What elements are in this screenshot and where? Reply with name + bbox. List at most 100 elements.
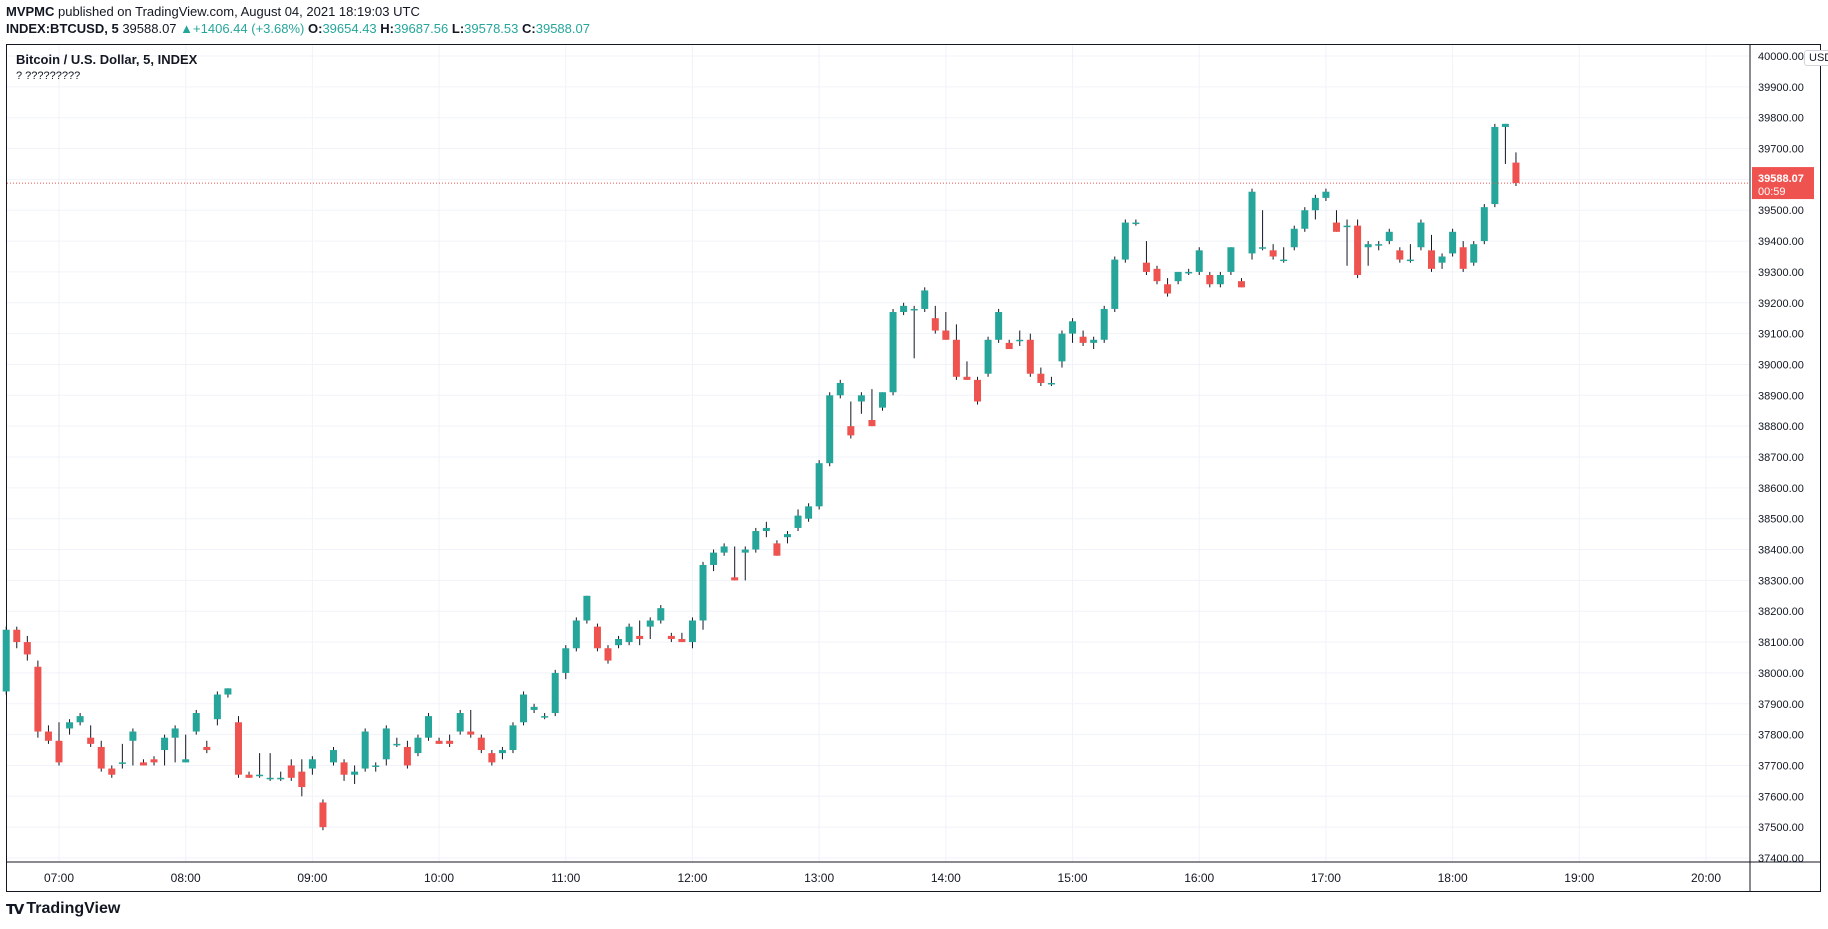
candle bbox=[900, 302, 908, 316]
candle bbox=[425, 713, 433, 741]
candle-body bbox=[330, 750, 337, 763]
candle bbox=[488, 750, 496, 766]
candle bbox=[847, 401, 855, 439]
candle bbox=[836, 379, 844, 399]
price-tick-label: 38700.00 bbox=[1758, 452, 1804, 464]
candle bbox=[467, 709, 475, 738]
candle bbox=[1206, 271, 1214, 288]
candle bbox=[161, 734, 169, 766]
candle bbox=[974, 376, 982, 405]
candle-body bbox=[1280, 259, 1288, 262]
candle bbox=[1248, 188, 1256, 260]
candle-body bbox=[657, 608, 665, 621]
candle bbox=[361, 728, 369, 772]
candle bbox=[509, 722, 517, 754]
candle bbox=[1396, 247, 1404, 263]
candle bbox=[351, 765, 359, 784]
candle bbox=[921, 287, 929, 313]
candle bbox=[277, 771, 285, 781]
last-price-badge-price: 39588.07 bbox=[1758, 173, 1804, 185]
candle bbox=[1259, 210, 1267, 251]
candle bbox=[213, 691, 221, 726]
candle bbox=[1174, 271, 1182, 285]
candle-body bbox=[287, 765, 295, 778]
candle bbox=[931, 305, 939, 334]
candle bbox=[910, 305, 918, 359]
price-tick-label: 37500.00 bbox=[1758, 822, 1804, 834]
candle-body bbox=[66, 722, 74, 729]
candle-body bbox=[562, 648, 570, 673]
high-label: H: bbox=[380, 21, 395, 36]
candle-body bbox=[1301, 210, 1309, 229]
candle bbox=[13, 626, 21, 649]
candle-body bbox=[952, 339, 960, 377]
last-price-badge: 39588.07 00:59 bbox=[1752, 167, 1814, 200]
candle bbox=[224, 688, 232, 698]
tradingview-logo[interactable]: 𝗧𝗩 TradingView bbox=[6, 900, 120, 918]
candle-body bbox=[1375, 244, 1383, 246]
candle-body bbox=[1364, 244, 1372, 248]
candle-body bbox=[1164, 284, 1172, 294]
candle-body bbox=[372, 765, 380, 767]
candles-layer bbox=[2, 123, 1520, 831]
candle-body bbox=[456, 713, 464, 732]
candle bbox=[657, 605, 665, 624]
candle-body bbox=[382, 728, 390, 760]
candle bbox=[44, 725, 52, 744]
candle-body bbox=[13, 629, 21, 643]
time-tick-label: 12:00 bbox=[677, 871, 707, 885]
candle bbox=[1058, 330, 1066, 368]
candle-body bbox=[995, 312, 1003, 340]
candle-body bbox=[1185, 271, 1193, 274]
candle-body bbox=[1290, 228, 1298, 248]
time-axis[interactable]: 07:00 08:00 09:00 10:00 11:00 12:00 13:00 14:00… bbox=[7, 861, 1820, 885]
candle-body bbox=[1354, 225, 1362, 276]
candle-body bbox=[520, 694, 528, 723]
candle bbox=[1428, 234, 1435, 272]
candle-body bbox=[900, 305, 908, 313]
candle-body bbox=[889, 312, 897, 393]
candle-body bbox=[319, 802, 327, 828]
price-tick-label: 37600.00 bbox=[1758, 791, 1804, 803]
candle bbox=[1269, 244, 1277, 260]
time-tick-label: 18:00 bbox=[1438, 871, 1468, 885]
candle-body bbox=[224, 688, 232, 695]
candle bbox=[23, 635, 31, 661]
candle bbox=[1290, 225, 1298, 251]
candle bbox=[1111, 256, 1119, 313]
candle-body bbox=[161, 737, 169, 751]
candle bbox=[720, 543, 728, 556]
candle-body bbox=[1269, 250, 1277, 257]
candle bbox=[678, 632, 686, 643]
candle bbox=[1216, 271, 1224, 288]
candle-body bbox=[203, 746, 211, 751]
symbol-label: INDEX:BTCUSD, 5 bbox=[6, 21, 119, 36]
candle-body bbox=[1153, 268, 1161, 282]
candle-body bbox=[762, 527, 770, 532]
candle-body bbox=[403, 746, 411, 766]
candle bbox=[1322, 188, 1330, 201]
candle bbox=[1480, 204, 1488, 245]
change-label: +1406.44 (+3.68%) bbox=[193, 21, 305, 36]
candle bbox=[266, 753, 274, 781]
candle bbox=[1311, 194, 1319, 220]
candle bbox=[446, 734, 454, 747]
high-value: 39687.56 bbox=[394, 21, 449, 36]
candle-body bbox=[974, 379, 982, 402]
candle bbox=[952, 324, 960, 380]
currency-button[interactable]: USD bbox=[1804, 50, 1828, 66]
candle bbox=[636, 620, 644, 646]
candle-body bbox=[1206, 275, 1214, 285]
candle-body bbox=[1111, 259, 1119, 309]
candle-body bbox=[1396, 250, 1404, 260]
change-arrow-icon: ▲ bbox=[180, 21, 194, 36]
candle bbox=[857, 392, 865, 414]
candle-body bbox=[593, 626, 601, 649]
candle-body bbox=[44, 731, 52, 741]
candle-body bbox=[731, 577, 739, 581]
candle-body bbox=[583, 595, 591, 621]
candle-body bbox=[1417, 222, 1425, 248]
candle bbox=[414, 734, 422, 757]
candle-body bbox=[435, 740, 443, 744]
